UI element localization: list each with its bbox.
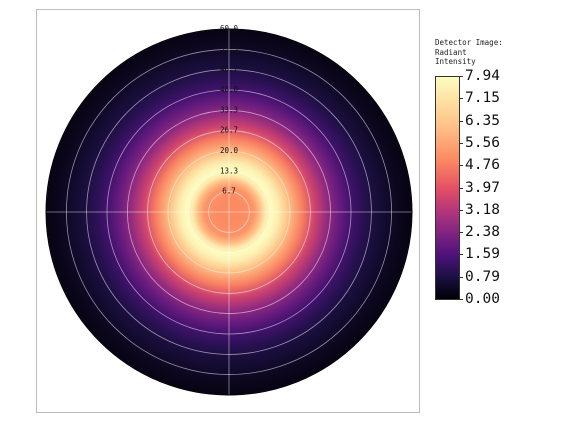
colorbar-title-line: Radiant	[435, 47, 467, 57]
radial-label: 40.0	[220, 85, 239, 94]
plot-edge	[45, 28, 413, 396]
colorbar-tick-label: 6.35	[465, 112, 500, 129]
colorbar-tick-mark	[460, 209, 463, 211]
colorbar-tick-label: 7.94	[465, 68, 500, 84]
radial-labels: 6.7 13.3 20.0 26.7 33.3 40.0 46.7 53.3 60.0	[220, 24, 239, 196]
colorbar-tick-mark	[460, 142, 463, 144]
colorbar	[435, 76, 460, 300]
radial-label: 46.7	[220, 65, 238, 74]
colorbar-tick-mark	[460, 232, 463, 234]
radial-label: 33.3	[220, 105, 238, 114]
colorbar-tick-mark	[460, 165, 463, 167]
radial-label: 13.3	[220, 166, 238, 175]
colorbar-title-line: Intensity	[435, 57, 476, 66]
colorbar-tick-label: 3.97	[465, 179, 500, 196]
colorbar-tick-label: 3.18	[465, 201, 500, 218]
radial-label: 53.3	[220, 44, 238, 53]
colorbar-tick-mark	[460, 120, 463, 122]
colorbar-tick-label: 0.00	[465, 291, 500, 307]
radial-label: 6.7	[222, 187, 236, 196]
colorbar-ticks: 7.94 7.15 6.35 5.56 4.76 3.97 3.18 2.38 1.59 0.79…	[460, 68, 540, 307]
colorbar-title-line: Detector Image:	[435, 38, 503, 47]
radial-label: 26.7	[220, 126, 238, 135]
colorbar-tick-mark	[460, 254, 463, 256]
colorbar-tick-label: 4.76	[465, 157, 500, 174]
colorbar-tick-label: 5.56	[465, 134, 500, 151]
polar-grid	[45, 28, 413, 396]
radial-label: 60.0	[220, 24, 239, 33]
colorbar-tick-label: 1.59	[465, 246, 500, 263]
colorbar-tick-mark	[460, 98, 463, 100]
colorbar-tick-label: 7.15	[465, 90, 500, 107]
colorbar-tick-mark	[460, 276, 463, 278]
colorbar-tick-mark	[460, 76, 463, 77]
colorbar-tick-mark	[460, 187, 463, 189]
radial-label: 20.0	[220, 146, 239, 155]
colorbar-tick-label: 0.79	[465, 268, 500, 285]
colorbar-tick-mark	[460, 299, 463, 300]
colorbar-title: Detector Image: Radiant Intensity	[435, 38, 545, 67]
colorbar-tick-label: 2.38	[465, 224, 500, 241]
